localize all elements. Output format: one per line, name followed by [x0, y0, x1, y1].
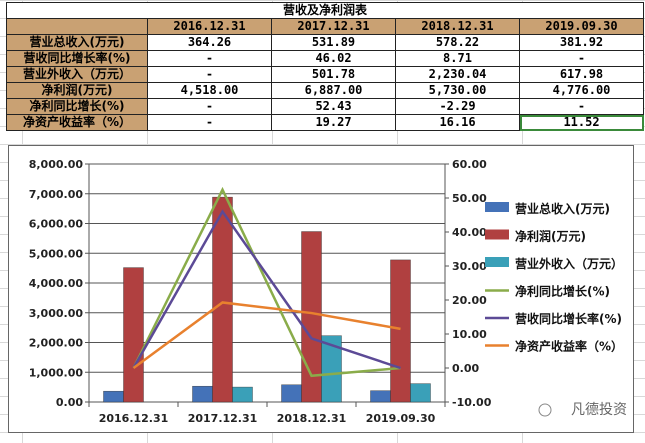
bar-2 — [321, 335, 342, 403]
left-tick-label: 5,000.00 — [29, 247, 84, 260]
data-cell[interactable]: 4,518.00 — [147, 82, 272, 99]
row-label[interactable]: 净资产收益率（%） — [6, 114, 148, 131]
legend-label: 营业外收入（万元） — [515, 256, 623, 271]
header-cell[interactable]: 2017.12.31 — [271, 18, 396, 35]
right-tick-label: -10.00 — [452, 396, 492, 409]
table-row: 营业外收入（万元） -501.78 2,230.04 617.98 — [6, 66, 644, 83]
left-tick-label: 8,000.00 — [29, 158, 84, 171]
bar-1 — [212, 196, 233, 403]
right-tick-label: 50.00 — [452, 192, 487, 205]
legend-swatch — [485, 202, 509, 212]
line-series-1 — [132, 209, 401, 370]
data-cell[interactable]: 501.78 — [271, 66, 396, 83]
left-tick-label: 3,000.00 — [29, 307, 84, 320]
row-label[interactable]: 营收同比增长率(%) — [6, 50, 148, 67]
data-cell[interactable]: 531.89 — [271, 34, 396, 51]
legend-label: 净资产收益率（%） — [515, 339, 623, 354]
right-tick-label: 40.00 — [452, 226, 487, 239]
row-label[interactable]: 净利润(万元) — [6, 82, 148, 99]
left-tick-label: 1,000.00 — [29, 366, 84, 379]
left-tick-label: 7,000.00 — [29, 188, 84, 201]
data-cell[interactable]: 617.98 — [519, 66, 644, 83]
row-label[interactable]: 营业总收入(万元) — [6, 34, 148, 51]
data-cell[interactable]: 381.92 — [519, 34, 644, 51]
bar-2 — [410, 383, 431, 403]
right-tick-label: 10.00 — [452, 328, 487, 341]
x-tick-label: 2016.12.31 — [99, 412, 169, 425]
data-cell[interactable]: 4,776.00 — [519, 82, 644, 99]
data-cell[interactable]: - — [147, 50, 272, 67]
data-cell[interactable]: 8.71 — [395, 50, 520, 67]
bar-0 — [192, 385, 213, 403]
data-cell[interactable]: 52.43 — [271, 98, 396, 115]
data-cell[interactable]: - — [519, 98, 644, 115]
left-tick-label: 6,000.00 — [29, 218, 84, 231]
table-row: 净利润(万元) 4,518.00 6,887.00 5,730.00 4,776.00 — [6, 82, 644, 99]
data-cell[interactable]: 364.26 — [147, 34, 272, 51]
legend-label: 营业总收入(万元) — [515, 201, 610, 216]
bar-1 — [390, 259, 411, 403]
x-tick-label: 2018.12.31 — [277, 412, 347, 425]
left-tick-label: 2,000.00 — [29, 337, 84, 350]
chart-svg: 0.00 1,000.00 2,000.00 3,000.00 4,000.00 5,00… — [29, 158, 627, 425]
data-cell[interactable]: 16.16 — [395, 114, 520, 131]
bar-1 — [123, 267, 144, 403]
income-profit-table: 营收及净利润表 2016.12.31 2017.12.31 2018.12.31… — [6, 2, 644, 131]
table-row: 营收同比增长率(%) -46.02 8.71- — [6, 50, 644, 67]
right-tick-label: 30.00 — [452, 260, 487, 273]
line-series-0 — [132, 186, 401, 378]
bar-0 — [370, 390, 391, 403]
x-tick-label: 2017.12.31 — [188, 412, 258, 425]
row-label[interactable]: 净利同比增长(%) — [6, 98, 148, 115]
legend-label: 营收同比增长率(%) — [515, 311, 622, 326]
data-cell[interactable]: - — [147, 98, 272, 115]
data-cell[interactable]: - — [147, 66, 272, 83]
legend-label: 净利润(万元) — [515, 229, 586, 244]
wechat-icon — [538, 403, 552, 417]
legend-swatch — [485, 229, 509, 240]
right-tick-label: 0.00 — [452, 362, 479, 375]
data-cell[interactable]: - — [519, 50, 644, 67]
header-cell[interactable]: 2019.09.30 — [519, 18, 644, 35]
header-cell[interactable]: 2018.12.31 — [395, 18, 520, 35]
data-cell[interactable]: - — [147, 114, 272, 131]
watermark: 凡德投资 — [571, 402, 627, 418]
legend-swatch — [485, 257, 509, 267]
data-cell[interactable]: 2,230.04 — [395, 66, 520, 83]
line-series-2 — [132, 301, 401, 370]
data-cell[interactable]: 6,887.00 — [271, 82, 396, 99]
data-cell[interactable]: 19.27 — [271, 114, 396, 131]
table-title: 营收及净利润表 — [6, 2, 644, 19]
legend-label: 净利同比增长(%) — [515, 284, 610, 299]
row-label[interactable]: 营业外收入（万元） — [6, 66, 148, 83]
data-cell[interactable]: 46.02 — [271, 50, 396, 67]
left-tick-label: 4,000.00 — [29, 277, 84, 290]
header-corner — [6, 18, 148, 35]
table-row: 净利同比增长(%) -52.43 -2.29- — [6, 98, 644, 115]
bar-0 — [103, 390, 124, 403]
table-row: 营业总收入(万元) 364.26 531.89 578.22 381.92 — [6, 34, 644, 51]
x-tick-label: 2019.09.30 — [366, 412, 436, 425]
data-cell[interactable]: -2.29 — [395, 98, 520, 115]
data-cell[interactable]: 11.52 — [519, 114, 644, 131]
header-cell[interactable]: 2016.12.31 — [147, 18, 272, 35]
bar-1 — [301, 231, 322, 403]
bar-0 — [281, 384, 302, 403]
bar-2 — [232, 386, 253, 403]
data-cell[interactable]: 5,730.00 — [395, 82, 520, 99]
header-row: 2016.12.31 2017.12.31 2018.12.31 2019.09… — [6, 18, 644, 35]
right-tick-label: 60.00 — [452, 158, 487, 171]
table-row: 净资产收益率（%） -19.27 16.16 11.52 — [6, 114, 644, 131]
data-cell[interactable]: 578.22 — [395, 34, 520, 51]
combo-chart[interactable]: 0.00 1,000.00 2,000.00 3,000.00 4,000.00 5,00… — [8, 145, 634, 433]
right-tick-label: 20.00 — [452, 294, 487, 307]
left-tick-label: 0.00 — [56, 396, 83, 409]
